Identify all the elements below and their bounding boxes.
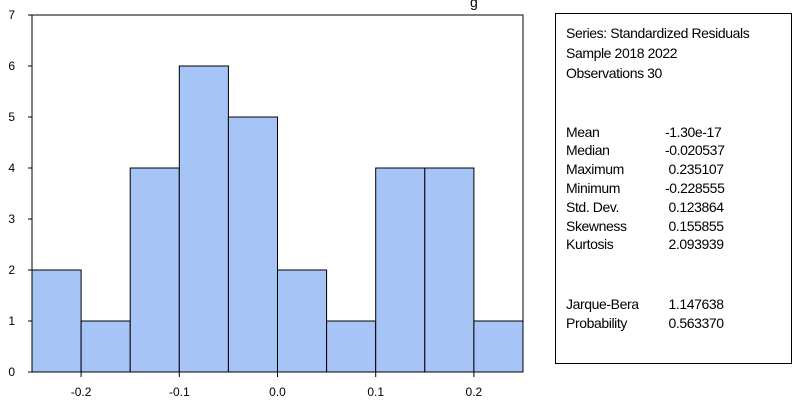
stat-label: Skewness: [566, 218, 627, 234]
stat-value: -1.30e-17: [665, 124, 722, 140]
sample-range: Sample 2018 2022: [566, 45, 678, 61]
stat-row: Minimum -0.228555: [566, 179, 725, 197]
stat-row: Kurtosis 2.093939: [566, 235, 724, 253]
stat-value: 1.147638: [665, 296, 724, 312]
stat-row: Skewness 0.155855: [566, 217, 724, 235]
stat-value: -0.020537: [665, 142, 725, 158]
stat-label: Mean: [566, 124, 600, 140]
y-tick-label: 2: [8, 263, 15, 277]
chart-title-fragment: g: [470, 0, 478, 10]
stats-header: Series: Standardized Residuals Sample 20…: [566, 23, 750, 83]
x-tick-label: -0.2: [71, 385, 92, 399]
stat-value: 0.155855: [665, 218, 724, 234]
stat-value: 0.235107: [665, 161, 724, 177]
stat-label: Probability: [566, 315, 627, 331]
stat-label: Jarque-Bera: [566, 296, 639, 312]
histogram-bar: [375, 167, 426, 373]
stat-value: -0.228555: [665, 180, 725, 196]
stat-label: Maximum: [566, 161, 624, 177]
stat-row: Probability 0.563370: [566, 314, 724, 332]
stat-label: Median: [566, 142, 610, 158]
stat-row: Median -0.020537: [566, 141, 725, 159]
y-tick-label: 0: [8, 365, 15, 379]
y-tick-label: 1: [8, 314, 15, 328]
histogram-bar: [473, 320, 524, 373]
stat-row: Mean -1.30e-17: [566, 123, 722, 141]
x-tick-label: 0.1: [367, 385, 384, 399]
stat-label: Minimum: [566, 180, 620, 196]
histogram-bar: [31, 269, 82, 373]
y-tick-label: 3: [8, 212, 15, 226]
x-tick-label: 0.0: [269, 385, 286, 399]
histogram-bar: [277, 269, 328, 373]
x-tick-label: -0.1: [169, 385, 190, 399]
descriptive-stats-panel: Series: Standardized Residuals Sample 20…: [555, 13, 792, 364]
y-tick-label: 6: [8, 59, 15, 73]
histogram-bar: [129, 167, 180, 373]
histogram-bar: [227, 116, 278, 373]
stat-row: Jarque-Bera 1.147638: [566, 295, 724, 313]
y-tick-label: 4: [8, 161, 15, 175]
histogram-bar: [80, 320, 131, 373]
histogram-bar: [326, 320, 377, 373]
histogram-chart: 0 1 2 3 4 5 6 7 -0.2 -0.1 0.0 0.1 0.2: [8, 8, 524, 399]
stat-value: 0.123864: [665, 199, 724, 215]
histogram-bar: [178, 65, 229, 373]
stat-value: 0.563370: [665, 315, 724, 331]
histogram-bar: [424, 167, 475, 373]
y-tick-label: 5: [8, 110, 15, 124]
stat-value: 2.093939: [665, 236, 724, 252]
stat-label: Std. Dev.: [566, 199, 619, 215]
stat-row: Std. Dev. 0.123864: [566, 198, 724, 216]
x-tick-label: 0.2: [466, 385, 483, 399]
y-tick-label: 7: [8, 8, 15, 22]
stat-label: Kurtosis: [566, 236, 614, 252]
series-name: Series: Standardized Residuals: [566, 25, 750, 41]
observations-count: Observations 30: [566, 65, 662, 81]
stat-row: Maximum 0.235107: [566, 160, 724, 178]
